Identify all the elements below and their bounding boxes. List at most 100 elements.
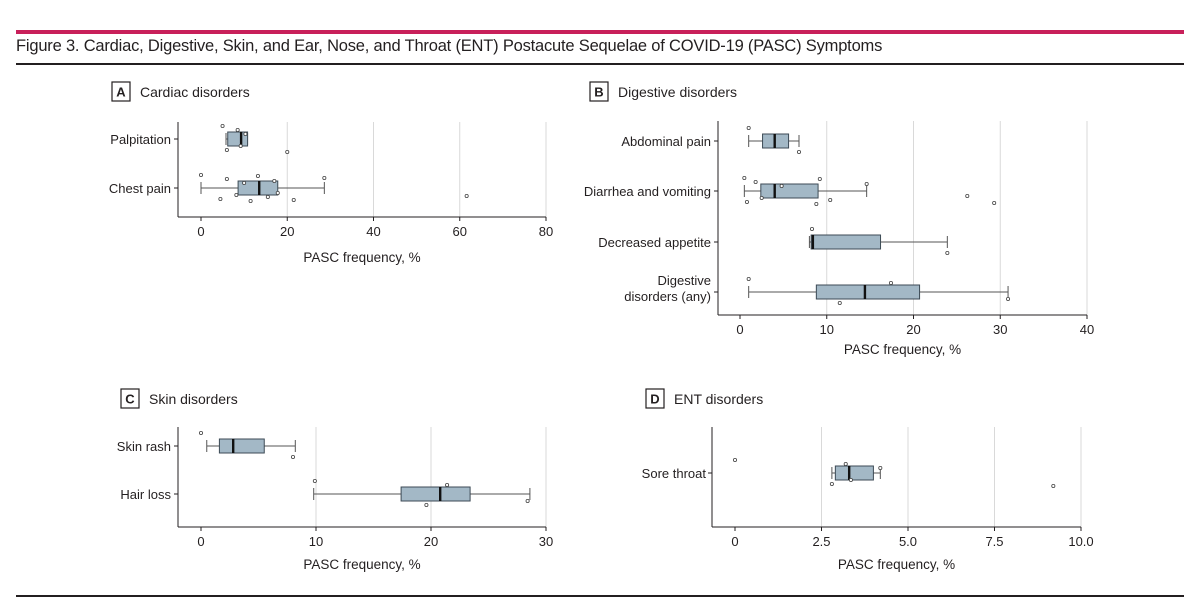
panel-title: Cardiac disorders — [140, 84, 250, 100]
panel-letter-box — [111, 81, 131, 102]
data-point — [817, 176, 822, 181]
x-tick-label: 5.0 — [899, 534, 917, 549]
x-tick-label: 10 — [820, 322, 834, 337]
data-point — [1051, 483, 1056, 488]
data-point — [272, 178, 277, 183]
data-point — [265, 194, 270, 199]
box-abdominal-pain: Abdominal pain — [621, 126, 801, 154]
data-point — [224, 176, 229, 181]
data-point — [810, 226, 815, 231]
x-tick-label: 40 — [1080, 322, 1094, 337]
data-point — [746, 126, 751, 131]
x-tick-label: 30 — [993, 322, 1007, 337]
box-chest-pain: Chest pain — [109, 172, 469, 203]
data-point — [220, 124, 225, 129]
data-point — [312, 478, 317, 483]
data-point — [864, 181, 869, 186]
x-tick-label: 20 — [280, 224, 294, 239]
data-point — [291, 197, 296, 202]
x-tick-label: 10.0 — [1068, 534, 1093, 549]
x-axis-label: PASC frequency, % — [844, 342, 961, 357]
data-point — [779, 183, 784, 188]
box-iqr — [810, 234, 882, 250]
panel-letter: B — [594, 85, 603, 100]
panel-title: ENT disorders — [674, 391, 763, 407]
x-tick-label: 20 — [906, 322, 920, 337]
data-point — [878, 465, 883, 470]
data-point — [243, 131, 248, 136]
panel-d: D ENT disorders 0 2.5 5.0 7.5 10.0 PASC frequen… — [642, 388, 1094, 572]
x-tick-label: 0 — [197, 224, 204, 239]
title-rule — [16, 63, 1184, 65]
x-tick-label: 80 — [539, 224, 553, 239]
figure-title: Figure 3. Cardiac, Digestive, Skin, and … — [16, 37, 883, 55]
x-tick-label: 60 — [453, 224, 467, 239]
x-tick-label: 7.5 — [985, 534, 1003, 549]
box-iqr — [834, 465, 874, 481]
data-point — [945, 250, 950, 255]
x-tick-label: 10 — [309, 534, 323, 549]
category-label: Diarrhea and vomiting — [584, 184, 711, 199]
panel-letter-box — [589, 81, 609, 102]
box-iqr — [400, 486, 471, 502]
data-point — [733, 457, 738, 462]
box-iqr — [760, 183, 819, 199]
data-point — [464, 193, 469, 198]
box-diarrhea-and-vomiting: Diarrhea and vomiting — [584, 175, 997, 206]
data-point — [753, 179, 758, 184]
panel-title: Skin disorders — [149, 391, 238, 407]
data-point — [965, 193, 970, 198]
panel-letter-box — [645, 388, 665, 409]
data-point — [759, 195, 764, 200]
data-point — [275, 190, 280, 195]
x-tick-label: 0 — [197, 534, 204, 549]
data-point — [224, 147, 229, 152]
data-point — [445, 482, 450, 487]
category-label: Chest pain — [109, 181, 171, 196]
x-axis-label: PASC frequency, % — [838, 557, 955, 572]
data-point — [814, 201, 819, 206]
data-point — [744, 199, 749, 204]
panel-a: A Cardiac disorders 0 20 40 60 80 PASC frequenc… — [109, 81, 553, 265]
data-point — [837, 300, 842, 305]
box-iqr — [815, 284, 921, 300]
data-point — [796, 149, 801, 154]
data-point — [828, 197, 833, 202]
x-tick-label: 30 — [539, 534, 553, 549]
data-point — [525, 498, 530, 503]
data-point — [1006, 296, 1011, 301]
x-axis-label: PASC frequency, % — [303, 557, 420, 572]
data-point — [255, 173, 260, 178]
data-point — [242, 180, 247, 185]
panel-c: C Skin disorders 0 10 20 30 PASC frequency, % S… — [117, 388, 553, 572]
data-point — [848, 477, 853, 482]
data-point — [198, 172, 203, 177]
x-axis-label: PASC frequency, % — [303, 250, 420, 265]
x-tick-label: 40 — [366, 224, 380, 239]
accent-bar — [16, 30, 1184, 34]
data-point — [285, 149, 290, 154]
bottom-rule — [16, 595, 1184, 597]
data-point — [238, 143, 243, 148]
category-label: Digestive — [658, 273, 711, 288]
panel-letter-box — [120, 388, 140, 409]
data-point — [234, 192, 239, 197]
box-iqr — [218, 438, 265, 454]
x-tick-label: 2.5 — [812, 534, 830, 549]
data-point — [235, 127, 240, 132]
x-tick-label: 0 — [736, 322, 743, 337]
category-label: Decreased appetite — [598, 235, 711, 250]
x-tick-label: 0 — [731, 534, 738, 549]
box-palpitation: Palpitation — [110, 124, 290, 154]
data-point — [248, 198, 253, 203]
category-label: Palpitation — [110, 132, 171, 147]
data-point — [424, 502, 429, 507]
data-point — [218, 196, 223, 201]
category-label: Hair loss — [120, 487, 171, 502]
category-label: Skin rash — [117, 439, 171, 454]
data-point — [888, 280, 893, 285]
data-point — [992, 200, 997, 205]
data-point — [843, 461, 848, 466]
box-sore-throat: Sore throat — [642, 457, 1056, 488]
